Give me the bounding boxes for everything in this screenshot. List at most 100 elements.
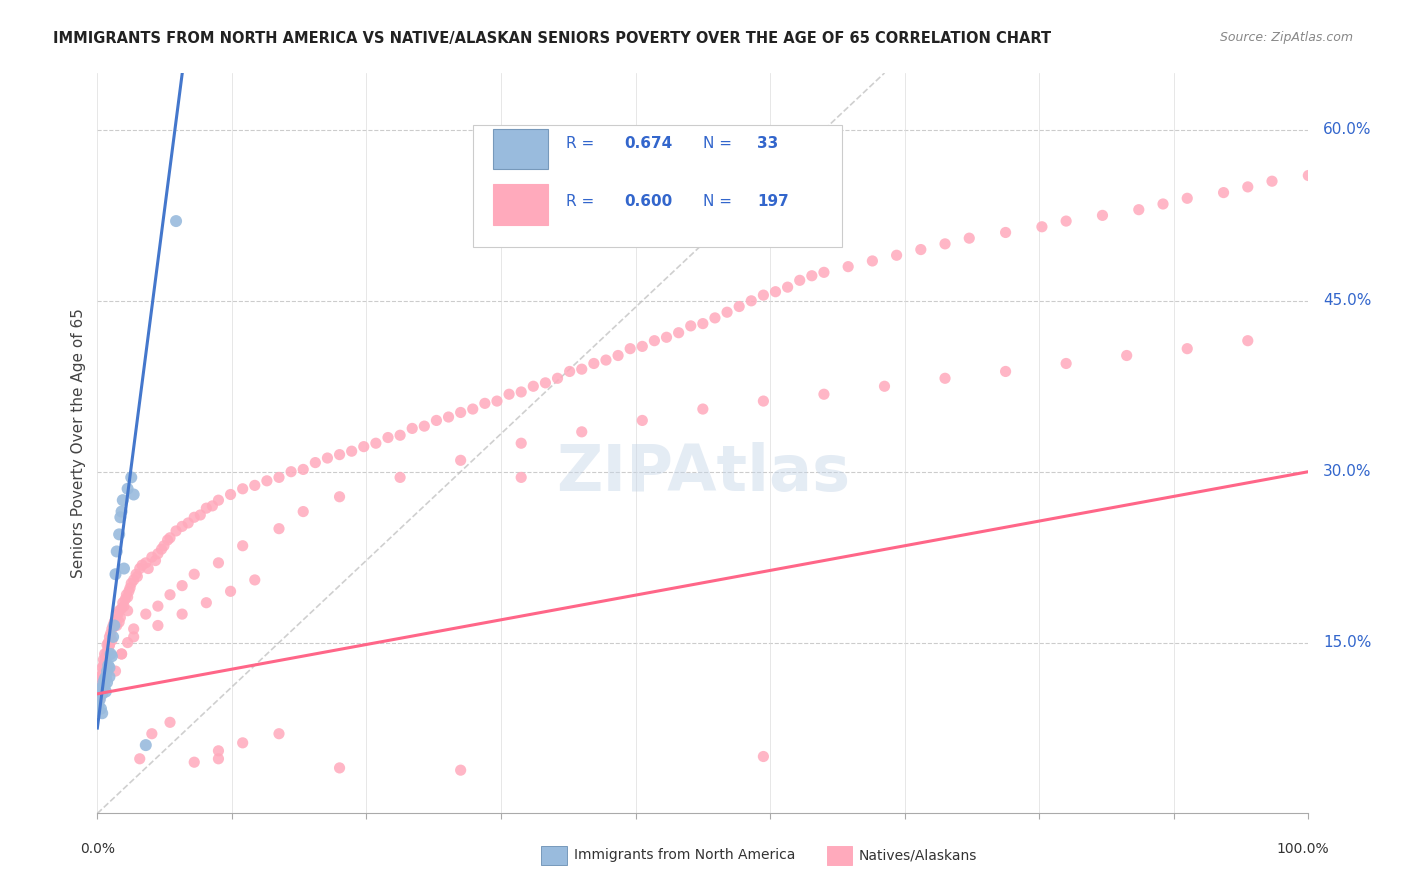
Point bbox=[107, 607, 129, 621]
Point bbox=[115, 588, 138, 602]
Point bbox=[450, 453, 472, 467]
Point bbox=[93, 664, 115, 678]
Point bbox=[765, 285, 787, 299]
Point bbox=[800, 268, 823, 283]
Point bbox=[120, 576, 142, 591]
Point bbox=[631, 413, 654, 427]
Point bbox=[91, 675, 114, 690]
Point bbox=[232, 539, 254, 553]
Point bbox=[165, 214, 187, 228]
Point bbox=[752, 394, 775, 409]
Point bbox=[93, 664, 115, 678]
Point bbox=[98, 638, 121, 652]
Text: 60.0%: 60.0% bbox=[1323, 122, 1371, 137]
Text: N =: N = bbox=[703, 136, 737, 151]
Point bbox=[122, 630, 145, 644]
Point bbox=[1212, 186, 1234, 200]
Point bbox=[108, 604, 131, 618]
Point bbox=[87, 679, 110, 693]
Point bbox=[607, 349, 630, 363]
Point bbox=[159, 715, 181, 730]
Point bbox=[90, 701, 112, 715]
Point bbox=[153, 539, 176, 553]
Point bbox=[1152, 197, 1174, 211]
Point bbox=[183, 755, 205, 769]
Point bbox=[461, 402, 484, 417]
Point bbox=[131, 558, 153, 573]
Text: 0.0%: 0.0% bbox=[80, 842, 115, 856]
Point bbox=[128, 752, 150, 766]
Point bbox=[94, 653, 117, 667]
Point bbox=[934, 236, 956, 251]
Point bbox=[207, 752, 229, 766]
Point bbox=[87, 687, 110, 701]
Point bbox=[522, 379, 544, 393]
Point bbox=[692, 402, 714, 417]
Point bbox=[183, 510, 205, 524]
Point bbox=[96, 664, 118, 678]
Y-axis label: Seniors Poverty Over the Age of 65: Seniors Poverty Over the Age of 65 bbox=[72, 309, 86, 578]
Point bbox=[90, 681, 112, 695]
Point bbox=[104, 613, 127, 627]
Point bbox=[101, 633, 124, 648]
Point bbox=[280, 465, 302, 479]
Point bbox=[150, 542, 173, 557]
Text: ZIPAtlas: ZIPAtlas bbox=[555, 442, 849, 504]
Point bbox=[571, 362, 593, 376]
Point bbox=[90, 670, 112, 684]
Point bbox=[97, 658, 120, 673]
Point bbox=[860, 254, 883, 268]
Point bbox=[110, 647, 132, 661]
Point bbox=[1054, 356, 1077, 370]
Point bbox=[353, 440, 375, 454]
Point bbox=[619, 342, 641, 356]
Point bbox=[159, 531, 181, 545]
Point bbox=[112, 599, 135, 614]
Point bbox=[752, 749, 775, 764]
Text: 33: 33 bbox=[758, 136, 779, 151]
Point bbox=[135, 556, 157, 570]
Point bbox=[141, 550, 163, 565]
Text: IMMIGRANTS FROM NORTH AMERICA VS NATIVE/ALASKAN SENIORS POVERTY OVER THE AGE OF : IMMIGRANTS FROM NORTH AMERICA VS NATIVE/… bbox=[53, 31, 1052, 46]
Point bbox=[643, 334, 665, 348]
Point bbox=[118, 581, 141, 595]
Point bbox=[1261, 174, 1284, 188]
Point bbox=[207, 493, 229, 508]
Point bbox=[96, 658, 118, 673]
Point bbox=[136, 561, 159, 575]
Point bbox=[98, 638, 121, 652]
Point bbox=[108, 615, 131, 629]
Point bbox=[389, 470, 412, 484]
Point bbox=[156, 533, 179, 547]
Point bbox=[87, 698, 110, 713]
Point bbox=[692, 317, 714, 331]
Point bbox=[91, 687, 114, 701]
Point bbox=[104, 664, 127, 678]
Point bbox=[97, 641, 120, 656]
Point bbox=[1298, 169, 1320, 183]
Point bbox=[110, 510, 132, 524]
Text: Immigrants from North America: Immigrants from North America bbox=[574, 848, 794, 863]
Point bbox=[98, 660, 121, 674]
Point bbox=[1115, 349, 1137, 363]
Point bbox=[776, 280, 799, 294]
Point bbox=[994, 364, 1017, 378]
Point bbox=[219, 487, 242, 501]
Point bbox=[752, 288, 775, 302]
Point bbox=[510, 470, 533, 484]
Point bbox=[117, 590, 139, 604]
Point bbox=[172, 519, 194, 533]
Point bbox=[1091, 208, 1114, 222]
Bar bbox=[541, 846, 567, 865]
Point bbox=[934, 371, 956, 385]
Point bbox=[93, 670, 115, 684]
Point bbox=[1054, 214, 1077, 228]
Point bbox=[93, 675, 115, 690]
Point bbox=[117, 604, 139, 618]
Point bbox=[571, 425, 593, 439]
Point bbox=[105, 618, 128, 632]
Point bbox=[117, 482, 139, 496]
Point bbox=[118, 584, 141, 599]
Point bbox=[93, 679, 115, 693]
Point bbox=[100, 626, 122, 640]
